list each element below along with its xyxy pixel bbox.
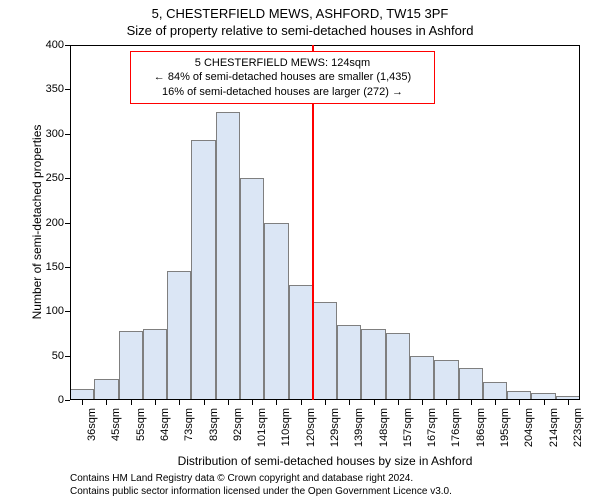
y-tick-label: 400 xyxy=(36,39,64,51)
x-tick-label: 73sqm xyxy=(183,408,195,456)
x-tick xyxy=(446,400,447,405)
footer-line2: Contains public sector information licen… xyxy=(70,485,452,498)
x-tick xyxy=(276,400,277,405)
x-tick-label: 101sqm xyxy=(256,408,268,456)
x-tick-label: 167sqm xyxy=(426,408,438,456)
x-tick-label: 195sqm xyxy=(499,408,511,456)
y-tick-label: 100 xyxy=(36,305,64,317)
x-tick xyxy=(568,400,569,405)
chart-title-line2: Size of property relative to semi-detach… xyxy=(0,23,600,38)
y-tick-label: 300 xyxy=(36,128,64,140)
annotation-line1: 5 CHESTERFIELD MEWS: 124sqm xyxy=(137,56,428,70)
x-tick-label: 45sqm xyxy=(110,408,122,456)
y-tick-label: 250 xyxy=(36,172,64,184)
x-tick-label: 64sqm xyxy=(159,408,171,456)
x-tick xyxy=(495,400,496,405)
x-tick-label: 176sqm xyxy=(450,408,462,456)
x-tick xyxy=(179,400,180,405)
x-tick xyxy=(519,400,520,405)
x-tick-label: 55sqm xyxy=(135,408,147,456)
y-tick-label: 350 xyxy=(36,83,64,95)
y-tick xyxy=(65,400,70,401)
x-tick-label: 186sqm xyxy=(475,408,487,456)
x-tick-label: 83sqm xyxy=(208,408,220,456)
x-tick xyxy=(422,400,423,405)
x-tick-label: 148sqm xyxy=(378,408,390,456)
chart-container: { "layout": { "width": 600, "height": 50… xyxy=(0,0,600,500)
footer-line1: Contains HM Land Registry data © Crown c… xyxy=(70,472,452,485)
x-axis-label: Distribution of semi-detached houses by … xyxy=(70,454,580,468)
annotation-line3: 16% of semi-detached houses are larger (… xyxy=(137,85,428,99)
x-tick-label: 120sqm xyxy=(305,408,317,456)
y-tick-label: 0 xyxy=(36,394,64,406)
x-tick xyxy=(349,400,350,405)
y-tick-label: 200 xyxy=(36,217,64,229)
x-tick xyxy=(325,400,326,405)
x-tick-label: 92sqm xyxy=(232,408,244,456)
x-tick xyxy=(204,400,205,405)
x-tick-label: 110sqm xyxy=(280,408,292,456)
x-tick-label: 204sqm xyxy=(523,408,535,456)
chart-title-line1: 5, CHESTERFIELD MEWS, ASHFORD, TW15 3PF xyxy=(0,6,600,21)
x-tick-label: 214sqm xyxy=(548,408,560,456)
x-tick xyxy=(544,400,545,405)
annotation-box: 5 CHESTERFIELD MEWS: 124sqm ← 84% of sem… xyxy=(130,51,435,104)
x-tick xyxy=(106,400,107,405)
x-tick xyxy=(301,400,302,405)
x-tick xyxy=(252,400,253,405)
x-tick xyxy=(155,400,156,405)
x-tick-label: 129sqm xyxy=(329,408,341,456)
y-tick-label: 150 xyxy=(36,261,64,273)
footer-attribution: Contains HM Land Registry data © Crown c… xyxy=(70,472,452,498)
x-tick-label: 139sqm xyxy=(353,408,365,456)
x-tick xyxy=(82,400,83,405)
x-tick-label: 157sqm xyxy=(402,408,414,456)
y-tick-label: 50 xyxy=(36,350,64,362)
x-tick-label: 36sqm xyxy=(86,408,98,456)
annotation-line2: ← 84% of semi-detached houses are smalle… xyxy=(137,70,428,84)
x-tick xyxy=(471,400,472,405)
x-tick xyxy=(131,400,132,405)
x-tick-label: 223sqm xyxy=(572,408,584,456)
x-tick xyxy=(398,400,399,405)
x-tick xyxy=(374,400,375,405)
x-tick xyxy=(228,400,229,405)
